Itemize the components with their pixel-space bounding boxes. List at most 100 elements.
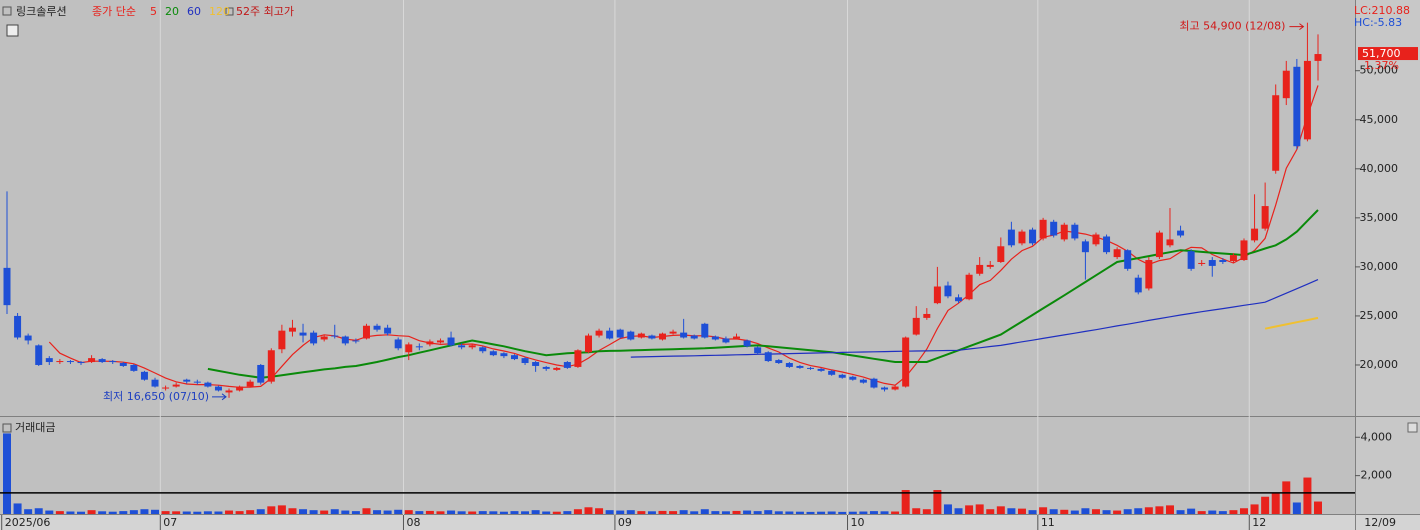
volume-bar [954,508,963,514]
volume-bar [394,509,403,514]
candle-body [1039,219,1047,239]
volume-bar [499,511,508,514]
volume-bar [1134,508,1143,514]
volume-bar [309,510,318,514]
volume-bar [1070,510,1079,514]
candle-body [976,264,984,274]
candle-body [320,336,328,340]
volume-bar [66,511,75,514]
legend-icon [225,7,234,16]
candle-body [912,317,920,335]
candle-body [1007,229,1015,246]
volume-bar [330,509,339,514]
candle-body [1155,232,1163,258]
volume-bar [764,510,773,514]
volume-tick-label: 4,000 [1361,430,1393,443]
legend-entry: 120 [209,5,230,18]
candle-body [701,323,709,338]
grid-icon[interactable] [6,24,19,37]
candle-body [394,339,402,349]
candle-body [1124,250,1132,269]
panel-button[interactable] [1407,422,1418,433]
candle-body [278,330,286,350]
volume-bar [24,509,33,514]
volume-bar [817,511,826,514]
volume-bar [1017,508,1026,514]
candle-body [88,358,96,363]
candle-body [1166,239,1174,246]
volume-bar [1292,502,1301,514]
candle-body [870,378,878,388]
candle-body [785,363,793,367]
x-tick-label: 08 [406,516,420,529]
candle-body [151,379,159,387]
axis-area [1355,0,1420,530]
last-price-tag [1358,47,1418,61]
volume-bar [425,510,434,514]
candle-body [384,327,392,334]
volume-bar [521,511,530,514]
volume-bar [1144,507,1153,514]
candle-body [1103,236,1111,253]
volume-bar [647,511,656,514]
candle-body [690,335,698,339]
volume-bar [225,510,234,514]
volume-bar [373,510,382,514]
candle-body [310,332,318,344]
volume-bar [721,511,730,514]
candle-body [944,285,952,297]
candle-body [1198,262,1206,264]
ma-line [207,209,1319,379]
candle-body [35,345,43,365]
candle-body [1272,95,1280,171]
volume-bar [891,511,900,514]
volume-bar [383,510,392,514]
title: 링크솔루션 [16,5,67,18]
y-tick-label: 50,000 [1360,64,1399,77]
volume-bar [542,511,551,514]
volume-bar [1197,511,1206,514]
candle-body [521,358,529,364]
volume-bar [1187,508,1196,514]
candle-body [711,336,719,340]
volume-bar [1091,509,1100,514]
volume-bar [637,511,646,514]
volume-bar [563,511,572,514]
candle-body [66,361,74,363]
candle-body [362,325,370,339]
volume-bar [256,509,265,514]
candle-body [532,362,540,366]
candle-body [722,338,730,343]
volume-bar [87,510,96,514]
volume-bar [468,511,477,514]
legend-entry: 5 [150,5,157,18]
legend-icon [2,6,12,16]
candle-body [288,327,296,332]
volume-bar [1060,509,1069,514]
candle-body [500,353,508,357]
volume-bar [700,509,709,514]
candle-body [838,374,846,378]
volume-bar [193,511,202,514]
candle-body [637,333,645,338]
volume-bar [1261,496,1270,514]
volume-bar [98,511,107,514]
volume-bar [1155,506,1164,514]
volume-bar [838,511,847,514]
candle-body [1029,229,1037,244]
volume-title: 거래대금 [15,421,55,434]
candle-body [1187,251,1195,269]
candle-body [45,358,53,363]
candle-body [1303,60,1311,140]
volume-bar [732,510,741,514]
x-axis-area [0,515,1420,530]
volume-bar [616,510,625,514]
volume-bar [1250,504,1259,514]
volume-bar [415,511,424,514]
candle-body [77,362,85,364]
volume-bar [161,511,170,514]
volume-bar [774,511,783,514]
volume-bar [77,511,86,514]
